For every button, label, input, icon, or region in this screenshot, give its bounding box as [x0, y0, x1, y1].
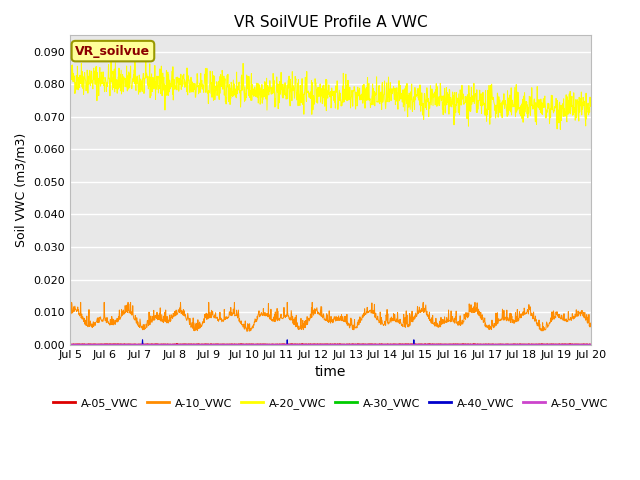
Text: VR_soilvue: VR_soilvue	[76, 45, 150, 58]
Legend: A-05_VWC, A-10_VWC, A-20_VWC, A-30_VWC, A-40_VWC, A-50_VWC: A-05_VWC, A-10_VWC, A-20_VWC, A-30_VWC, …	[48, 394, 612, 413]
X-axis label: time: time	[315, 365, 346, 379]
Title: VR SoilVUE Profile A VWC: VR SoilVUE Profile A VWC	[234, 15, 428, 30]
Y-axis label: Soil VWC (m3/m3): Soil VWC (m3/m3)	[15, 133, 28, 247]
